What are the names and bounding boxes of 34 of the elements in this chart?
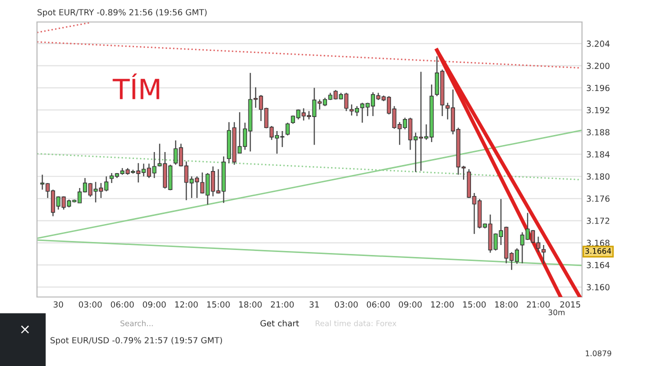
x-tick-label: 09:00: [398, 301, 422, 308]
x-tick-label: 21:00: [526, 301, 550, 308]
y-tick-label: 3.184: [586, 151, 610, 158]
x-tick-label: 03:00: [334, 301, 358, 308]
x-tick-label: 06:00: [366, 301, 390, 308]
text: Spot EUR/USD -0.79% 21:57 (19:57 GMT): [50, 336, 222, 346]
text: Get chart: [260, 320, 299, 326]
y-tick-label: 3.176: [586, 195, 610, 202]
x-tick-label: 03:00: [78, 301, 102, 308]
x-tick-label: 15:00: [207, 301, 230, 308]
x-tick-label: 12:00: [175, 301, 198, 308]
y-tick-label: 3.172: [586, 218, 610, 224]
y-tick-label: 3.188: [586, 129, 610, 136]
x-tick-label: 12:00: [431, 301, 454, 308]
y-tick-label: 3.192: [586, 106, 610, 114]
x-tick-label: 18:00: [495, 301, 518, 308]
y-tick-label: 3.164: [586, 262, 610, 268]
text: ×: [21, 326, 29, 334]
x-tick-label: 30: [54, 301, 64, 308]
y-tick-label: 3.168: [586, 240, 610, 246]
chart-title: Spot EUR/TRY -0.89% 21:56 (19:56 GMT): [38, 8, 207, 18]
y-tick-label: 3.196: [586, 84, 610, 92]
annotation: TÍM: [112, 73, 160, 100]
y-tick-label: 3.180: [586, 173, 610, 180]
y-tick-label: 3.200: [586, 62, 610, 69]
x-tick-label: 2015: [560, 301, 580, 308]
x-tick-label: 18:00: [239, 301, 262, 308]
y-tick-label: 3.204: [586, 40, 610, 47]
x-tick-label: 09:00: [142, 301, 166, 308]
x-tick-label: 31: [310, 301, 319, 308]
x-tick-label: 21:00: [270, 301, 294, 308]
x-tick-label: 15:00: [463, 301, 486, 308]
y-tick-label: 3.160: [586, 284, 610, 290]
x-tick-label: 06:00: [110, 301, 134, 308]
